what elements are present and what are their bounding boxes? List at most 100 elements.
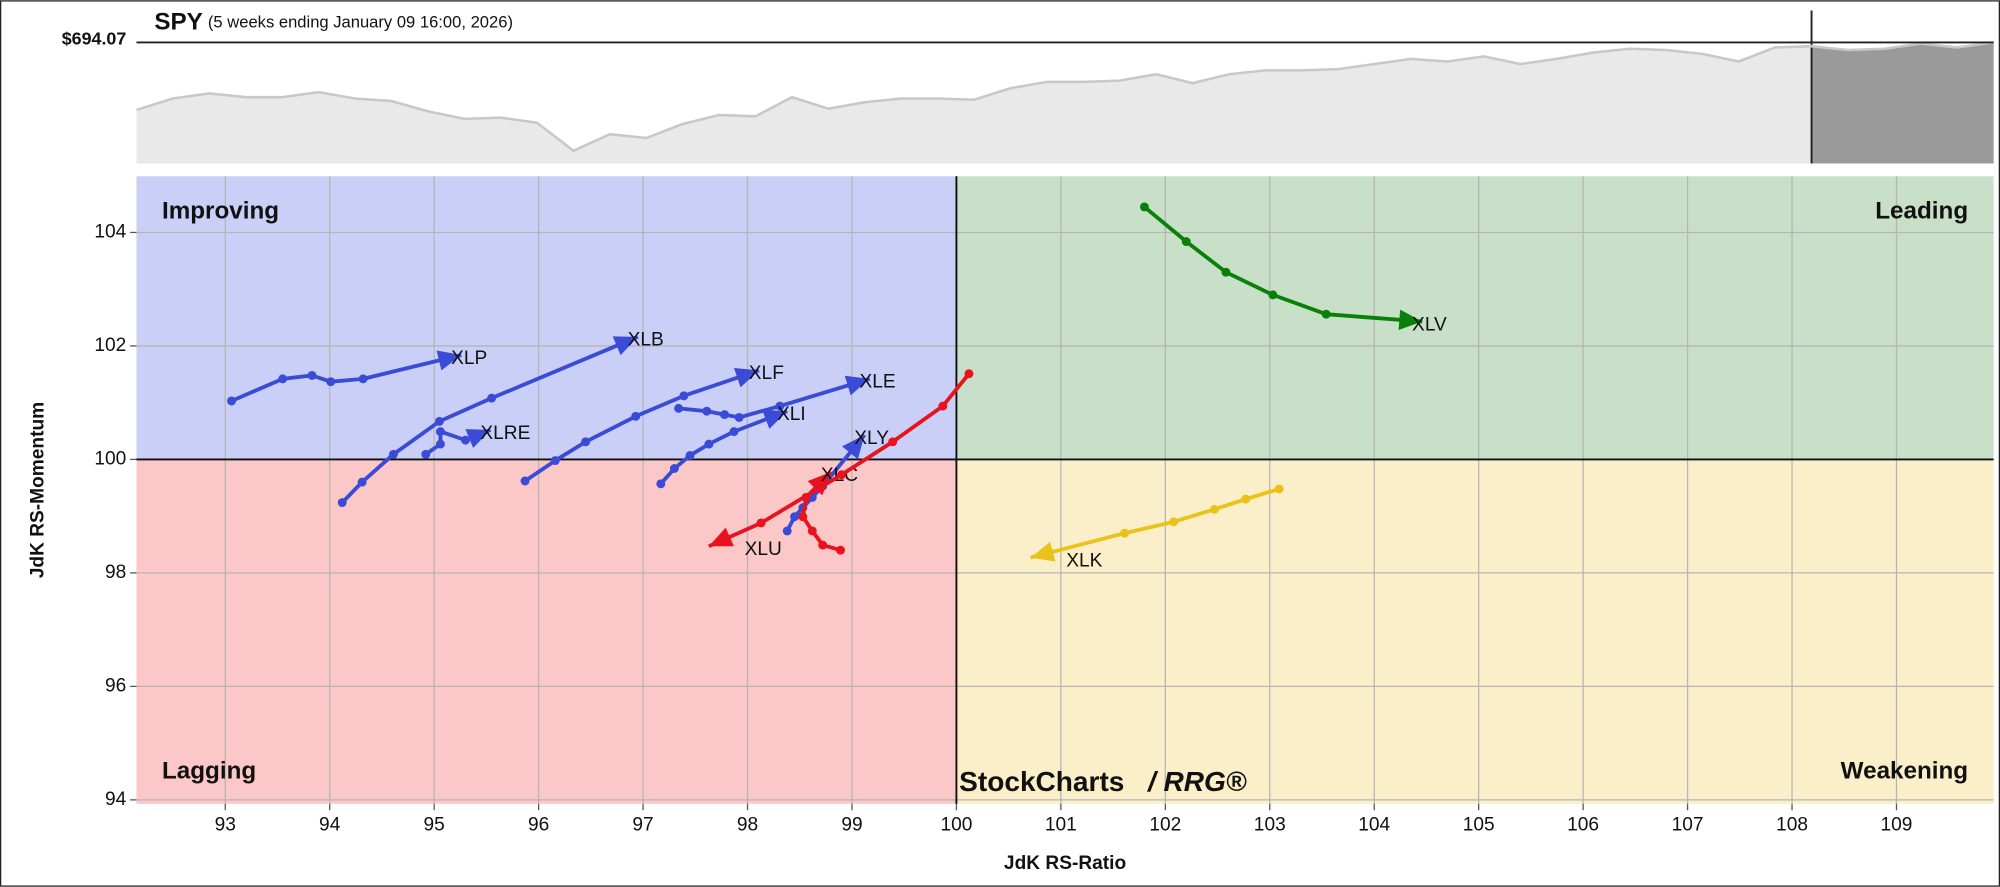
series-label: XLB	[628, 330, 664, 351]
series-label: XLY	[854, 428, 889, 449]
trail-point	[487, 393, 497, 403]
trail-head	[436, 350, 462, 371]
y-tick-label: 102	[94, 335, 126, 356]
trail-point	[461, 435, 470, 445]
series-label: XLP	[451, 348, 487, 369]
x-tick-label: 98	[737, 815, 758, 836]
trail-point	[435, 439, 445, 449]
trail-point	[581, 437, 591, 447]
series-label: XLV	[1412, 314, 1447, 335]
watermark: StockCharts	[959, 766, 1124, 797]
x-tick-label: 97	[632, 815, 653, 836]
spy-panel	[136, 10, 1994, 164]
trail-point	[807, 526, 817, 536]
trail-point	[1169, 517, 1179, 527]
trail-point	[1139, 202, 1149, 212]
trail-point	[837, 470, 846, 480]
trail-point	[1120, 528, 1130, 538]
x-tick-label: 102	[1149, 815, 1181, 836]
trail-head	[733, 368, 760, 388]
trail-point	[388, 449, 398, 459]
trail-point	[685, 450, 695, 460]
series-label: XLK	[1066, 550, 1102, 571]
rrg-panel: 93 94 95 96 97 98 99 100 101 102 103 104 105 106 107 10…	[27, 176, 1994, 874]
trail-point	[656, 479, 666, 489]
trail-point	[702, 406, 712, 416]
trail	[678, 377, 871, 420]
trail-point	[790, 512, 799, 522]
quadrant	[956, 459, 1994, 804]
quadrant-label: Weakening	[1841, 757, 1968, 784]
trail-head	[465, 429, 491, 449]
trail-point	[1241, 494, 1251, 504]
x-tick-label: 100	[940, 815, 972, 836]
trail-point	[669, 464, 679, 473]
trail	[1030, 487, 1280, 560]
series-label: XLF	[749, 363, 784, 384]
price-label: $694.07	[62, 29, 127, 49]
trail-point	[720, 410, 730, 420]
trail-point	[775, 401, 785, 411]
trail-point	[434, 416, 444, 426]
y-tick-label: 96	[105, 675, 126, 696]
trail-point	[1268, 290, 1278, 300]
trail-point	[756, 518, 766, 528]
trail-point	[674, 403, 684, 413]
x-axis-label: JdK RS-Ratio	[1004, 853, 1126, 874]
quadrant-label: Leading	[1875, 197, 1968, 224]
price-area	[136, 42, 1994, 164]
trail-head	[807, 471, 832, 496]
spy-subtitle: (5 weeks ending January 09 16:00, 2026)	[208, 13, 513, 32]
series-label: XLRE	[480, 423, 530, 444]
trail-head	[762, 409, 788, 429]
trail-point	[520, 476, 530, 486]
trail-point	[1209, 504, 1219, 514]
trail-point	[326, 377, 336, 387]
x-tick-label: 99	[841, 815, 862, 836]
trail-head	[612, 336, 638, 356]
x-tick-label: 94	[319, 815, 341, 836]
trail-point	[550, 456, 560, 466]
trail-point	[357, 477, 367, 487]
trail-point	[358, 374, 368, 384]
trail-head	[842, 435, 865, 460]
watermark: / RRG®	[1146, 766, 1247, 797]
trail	[1143, 205, 1423, 324]
y-tick-label: 104	[94, 222, 126, 243]
trail-point	[435, 427, 445, 437]
y-tick-label: 100	[94, 448, 126, 469]
x-tick-label: 96	[528, 815, 549, 836]
x-tick-label: 95	[424, 815, 445, 836]
tail-window	[1811, 42, 1994, 164]
y-axis-label: JdK RS-Momentum	[27, 402, 48, 578]
series-label: XLU	[745, 539, 782, 560]
trail-point	[1181, 237, 1191, 246]
trail-head	[708, 527, 734, 547]
series-label: XLE	[860, 372, 896, 393]
trail-point	[729, 427, 739, 437]
trail-point	[631, 411, 641, 421]
series-label: XLI	[777, 404, 806, 425]
trail-point	[421, 449, 431, 459]
price-line	[136, 41, 1994, 153]
trail	[230, 353, 462, 403]
spy-title: SPY	[154, 9, 202, 36]
trail-point	[1221, 267, 1231, 277]
trail-point	[1321, 309, 1331, 319]
trail-head	[1030, 541, 1056, 562]
trail-point	[227, 396, 236, 406]
trail-point	[704, 439, 714, 449]
trail-point	[782, 526, 792, 536]
trail-point	[679, 391, 689, 401]
x-tick-label: 93	[215, 815, 236, 836]
x-tick-label: 108	[1776, 815, 1808, 836]
quadrant	[136, 459, 957, 804]
trail-point	[964, 369, 974, 379]
trail-head	[1398, 309, 1423, 330]
trail-point	[1274, 484, 1284, 494]
y-tick-label: 98	[105, 562, 126, 583]
x-tick-label: 109	[1881, 815, 1913, 836]
quadrant	[136, 176, 957, 460]
x-tick-label: 103	[1254, 815, 1286, 836]
